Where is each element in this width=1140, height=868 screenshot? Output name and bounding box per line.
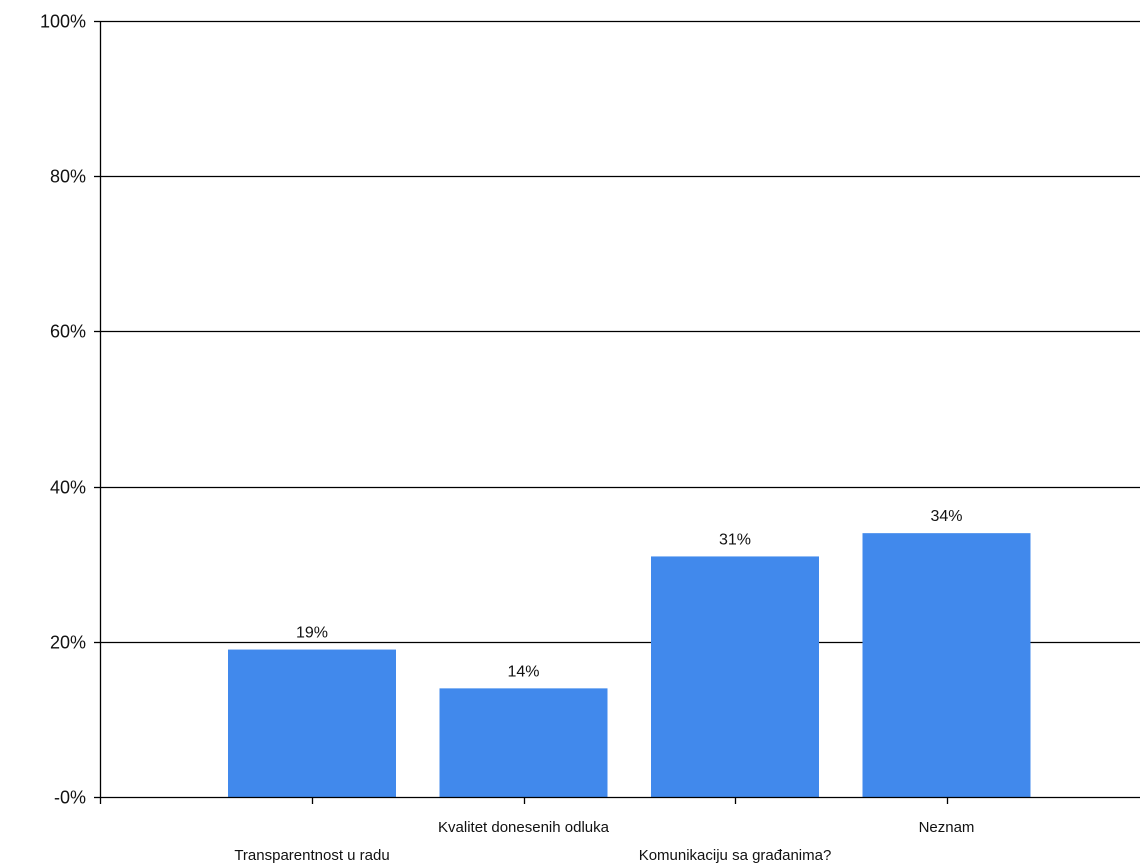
x-category-label: Kvalitet donesenih odluka — [438, 819, 610, 836]
bar — [439, 688, 608, 797]
x-category-label: Komunikaciju sa građanima? — [639, 847, 832, 864]
labels: -0% 20% 40% 60% 80% 100% 19% Transparentnost u … — [40, 12, 974, 865]
axes — [94, 20, 1140, 804]
bar — [651, 556, 819, 797]
x-category-label: Transparentnost u radu — [234, 847, 389, 864]
y-tick-label: 20% — [50, 633, 86, 653]
y-tick-label: 60% — [50, 322, 86, 342]
bar — [228, 649, 396, 797]
data-label: 19% — [296, 625, 328, 642]
data-label: 14% — [507, 663, 539, 680]
y-tick-label: 80% — [50, 167, 86, 187]
data-label: 31% — [719, 531, 751, 548]
bars — [228, 533, 1031, 797]
data-label: 34% — [930, 508, 962, 525]
x-category-label: Neznam — [919, 819, 975, 836]
y-tick-label: 100% — [40, 12, 86, 32]
y-tick-label: 40% — [50, 478, 86, 498]
y-tick-label: -0% — [54, 788, 86, 808]
bar — [862, 533, 1031, 797]
